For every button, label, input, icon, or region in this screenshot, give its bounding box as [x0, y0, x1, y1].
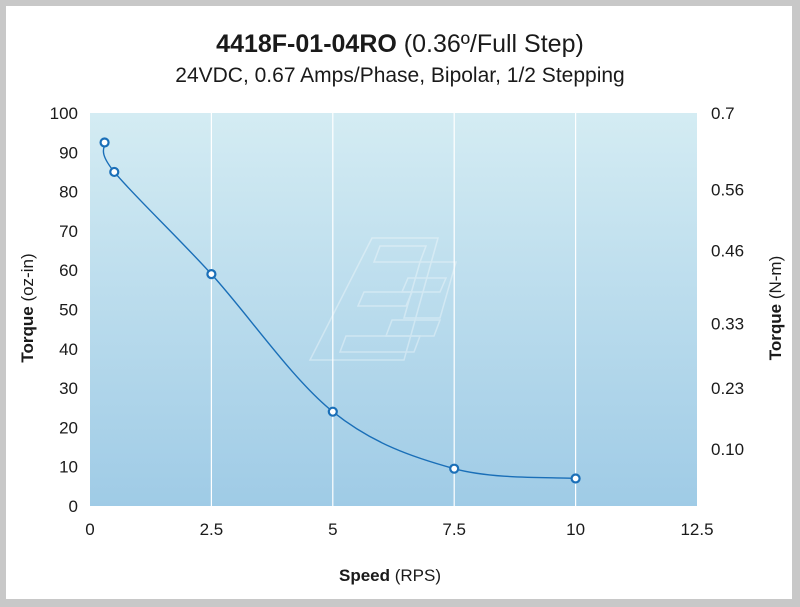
y-tick-label: 50	[59, 301, 78, 320]
data-point-marker	[109, 166, 120, 178]
company-logo-watermark	[308, 237, 457, 361]
y2-tick-label: 0.56	[711, 181, 744, 200]
y2-tick-label: 0.46	[711, 242, 744, 261]
x-axis-label-bold: Speed	[339, 566, 390, 585]
y-tick-label: 10	[59, 458, 78, 477]
x-tick-label: 2.5	[200, 520, 224, 539]
x-axis-label: Speed (RPS)	[339, 566, 441, 585]
y-tick-label: 80	[59, 183, 78, 202]
y-tick-label: 100	[50, 104, 78, 123]
chart-title: 4418F-01-04RO (0.36º/Full Step)	[216, 30, 584, 58]
y-axis-label: Torque (oz-in)	[18, 253, 37, 362]
series-group	[99, 137, 581, 484]
x-tick-label: 7.5	[442, 520, 466, 539]
y-tick-label: 20	[59, 418, 78, 437]
y2-tick-label: 0.7	[711, 104, 735, 123]
plot-area	[90, 113, 697, 506]
x-tick-label: 12.5	[680, 520, 713, 539]
chart-title-bold: 4418F-01-04RO	[216, 30, 397, 58]
data-point-marker	[327, 406, 338, 417]
data-point-marker	[449, 463, 460, 474]
data-point-marker	[570, 473, 581, 484]
x-tick-label: 10	[566, 520, 585, 539]
y2-axis-label-bold: Torque	[766, 304, 785, 360]
y-axis-label-bold: Torque	[18, 306, 37, 362]
x-tick-label: 5	[328, 520, 337, 539]
chart-title-rest: (0.36º/Full Step)	[397, 30, 584, 58]
y-tick-label: 0	[69, 497, 78, 516]
y-axis-label-rest: (oz-in)	[18, 253, 37, 306]
y2-axis-label: Torque (N-m)	[766, 256, 785, 361]
y-tick-label: 90	[59, 143, 78, 162]
grid-lines	[210, 113, 577, 506]
data-point-marker	[206, 269, 217, 280]
data-point-marker	[99, 137, 110, 148]
chart-subtitle: 24VDC, 0.67 Amps/Phase, Bipolar, 1/2 Ste…	[175, 64, 624, 87]
y-tick-label: 70	[59, 222, 78, 241]
y-tick-label: 40	[59, 340, 78, 359]
y2-tick-label: 0.10	[711, 440, 744, 459]
y2-tick-label: 0.23	[711, 379, 744, 398]
y-tick-label: 60	[59, 261, 78, 280]
y-tick-label: 30	[59, 379, 78, 398]
x-axis-label-rest: (RPS)	[390, 566, 441, 585]
y2-tick-label: 0.33	[711, 314, 744, 333]
x-tick-label: 0	[85, 520, 94, 539]
y2-axis-label-rest: (N-m)	[766, 256, 785, 304]
